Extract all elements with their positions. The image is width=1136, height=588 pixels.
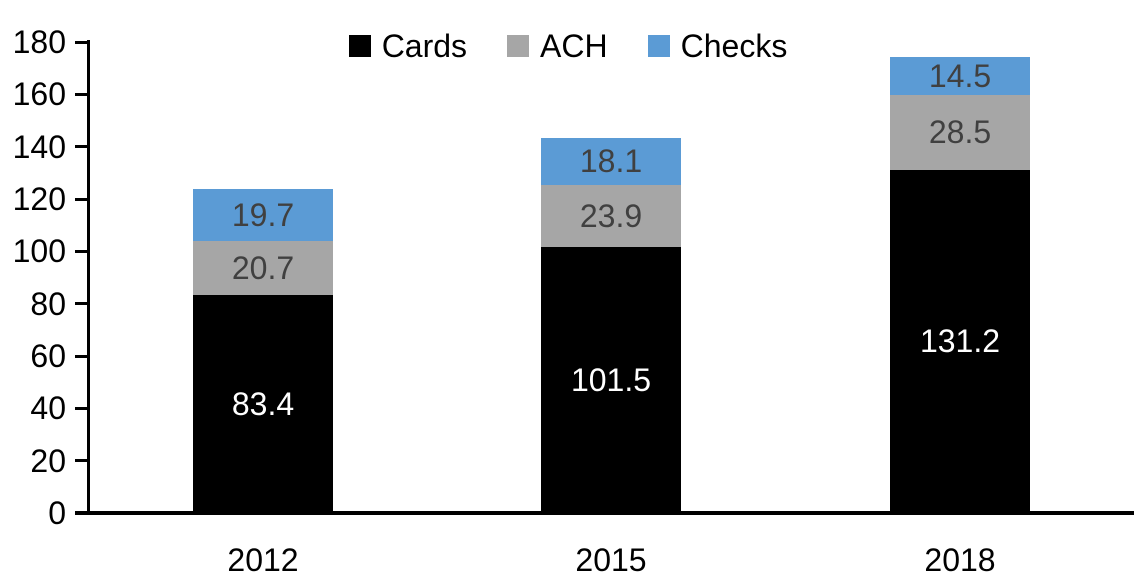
x-axis-line: [75, 511, 1134, 515]
bar-segment-checks-2015: 18.1: [541, 137, 681, 185]
y-axis-tick: [75, 302, 88, 305]
legend-item-ach: ACH: [507, 30, 608, 62]
y-axis-tick: [75, 355, 88, 358]
bar-label-cards-2015: 101.5: [570, 362, 652, 399]
bar-label-cards-2018: 131.2: [919, 323, 1001, 360]
bar-label-ach-2018: 28.5: [928, 114, 992, 151]
y-axis-tick: [75, 93, 88, 96]
y-axis-tick: [75, 198, 88, 201]
y-tick-label-160: 160: [12, 76, 66, 112]
legend-swatch-ach: [507, 35, 530, 57]
legend-label-checks: Checks: [680, 28, 788, 64]
legend-label-cards: Cards: [381, 28, 468, 64]
bar-label-checks-2018: 14.5: [928, 58, 992, 95]
y-tick-label-140: 140: [12, 129, 66, 165]
bar-label-cards-2012: 83.4: [231, 385, 295, 422]
x-tick-label-2012: 2012: [227, 542, 299, 578]
y-tick-label-40: 40: [30, 390, 66, 426]
bar-segment-checks-2012: 19.7: [193, 189, 333, 241]
y-axis-line: [87, 40, 90, 515]
y-tick-label-120: 120: [12, 181, 66, 217]
legend-item-cards: Cards: [348, 28, 468, 64]
y-tick-label-180: 180: [12, 24, 66, 60]
y-tick-label-100: 100: [12, 233, 66, 269]
bar-label-checks-2015: 18.1: [579, 143, 643, 180]
legend-label-ach: ACH: [540, 28, 608, 64]
y-tick-label-0: 0: [48, 495, 66, 531]
x-tick-label-2018: 2018: [924, 542, 996, 578]
y-tick-label-20: 20: [30, 443, 66, 479]
bar-segment-cards-2018: 131.2: [890, 169, 1030, 513]
legend-swatch-cards: [348, 35, 371, 57]
bar-segment-cards-2015: 101.5: [541, 247, 681, 513]
legend: Cards ACH Checks: [0, 30, 1136, 62]
bar-segment-ach-2015: 23.9: [541, 184, 681, 248]
bar-label-checks-2012: 19.7: [231, 196, 295, 233]
bar-segment-cards-2012: 83.4: [193, 294, 333, 513]
bar-segment-ach-2018: 28.5: [890, 95, 1030, 170]
y-axis-tick: [75, 459, 88, 462]
y-tick-label-60: 60: [30, 338, 66, 374]
legend-swatch-checks: [647, 35, 670, 57]
bar-segment-checks-2018: 14.5: [890, 57, 1030, 96]
y-axis-tick: [75, 407, 88, 410]
bar-segment-ach-2012: 20.7: [193, 240, 333, 295]
y-axis-tick: [75, 512, 88, 515]
y-axis-tick: [75, 250, 88, 253]
bar-label-ach-2015: 23.9: [579, 198, 643, 235]
y-tick-label-80: 80: [30, 286, 66, 322]
x-tick-label-2015: 2015: [575, 542, 647, 578]
bar-label-ach-2012: 20.7: [231, 249, 295, 286]
y-axis-tick: [75, 145, 88, 148]
y-axis-tick: [75, 41, 88, 44]
legend-item-checks: Checks: [647, 28, 788, 64]
